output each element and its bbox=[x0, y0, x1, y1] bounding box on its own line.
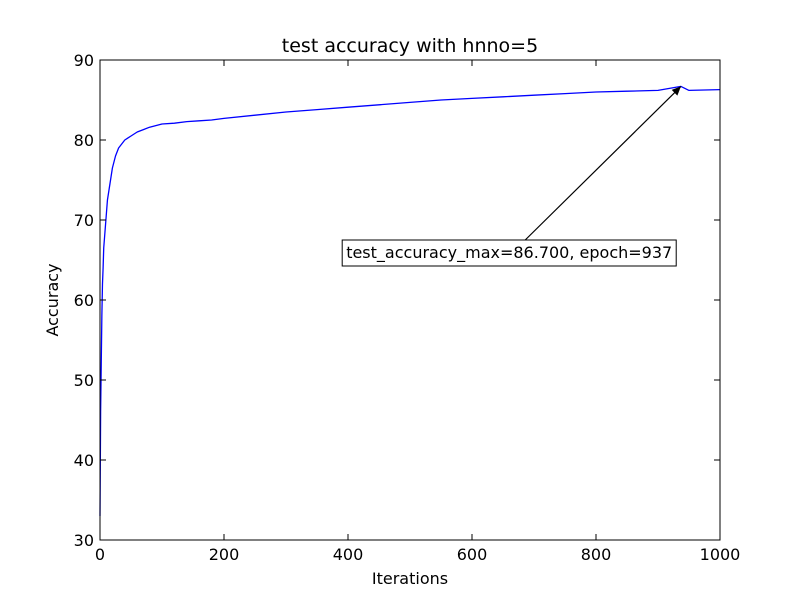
annotation-box bbox=[341, 239, 677, 267]
y-axis-label: Accuracy bbox=[43, 263, 62, 336]
y-tick-label: 90 bbox=[74, 51, 94, 70]
plot-background bbox=[100, 60, 720, 540]
plot-area bbox=[100, 60, 720, 540]
x-tick-label: 600 bbox=[457, 545, 488, 564]
y-tick-label: 60 bbox=[74, 291, 94, 310]
x-axis-label: Iterations bbox=[372, 569, 448, 588]
annotation-text: test_accuracy_max=86.700, epoch=937 bbox=[346, 243, 672, 263]
y-tick-label: 30 bbox=[74, 531, 94, 550]
y-tick-label: 70 bbox=[74, 211, 94, 230]
annotation-arrow bbox=[524, 85, 682, 241]
annotation-arrowhead bbox=[671, 86, 681, 96]
ticks-layer: 0 200 400 600 800 1000 30 40 50 60 70 80 90 bbox=[74, 51, 741, 564]
x-tick-label: 0 bbox=[95, 545, 105, 564]
chart-title: test accuracy with hnno=5 bbox=[282, 35, 538, 57]
y-tick-label: 50 bbox=[74, 371, 94, 390]
x-tick-label: 200 bbox=[209, 545, 240, 564]
y-tick-label: 40 bbox=[74, 451, 94, 470]
series-line-0 bbox=[99, 85, 721, 517]
x-tick-label: 1000 bbox=[700, 545, 741, 564]
annotation-layer: test_accuracy_max=86.700, epoch=937 bbox=[341, 85, 682, 267]
y-tick-label: 80 bbox=[74, 131, 94, 150]
series-layer bbox=[99, 85, 721, 517]
x-tick-label: 800 bbox=[581, 545, 612, 564]
x-tick-label: 400 bbox=[333, 545, 364, 564]
